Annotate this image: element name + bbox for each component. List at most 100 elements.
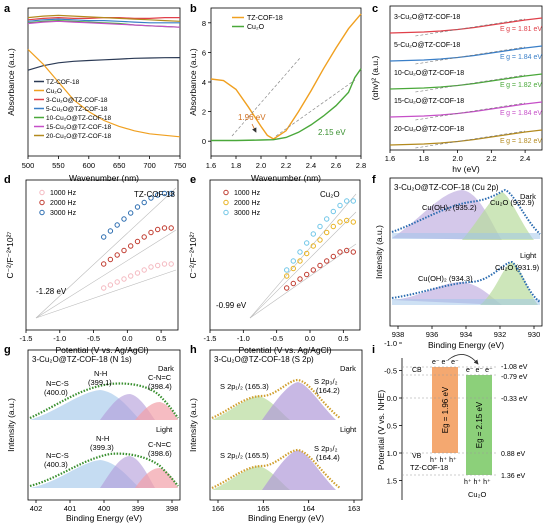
- d-point-2-0: [101, 234, 107, 240]
- a-series-line-1: [27, 48, 181, 138]
- e-point-0-2: [297, 276, 303, 282]
- g-dark-curve: [29, 382, 179, 419]
- h-dark-p2: S 2p₃/₂: [314, 377, 338, 386]
- d-point-2-1: [107, 228, 114, 234]
- panel-i: i -1.0 -0.5 0.0 0.5 1.0 1.5 Potential (V vs. …: [372, 339, 528, 500]
- e-point-2-0: [284, 267, 290, 273]
- annot-099: -0.99 eV: [216, 301, 247, 310]
- b-xtick-label-6: 2.8: [356, 161, 366, 170]
- panel-label-a: a: [4, 3, 11, 15]
- b-ytick-label-3: 6: [202, 48, 206, 57]
- f-light-peak-1: Cu(OH)₂ (934.3): [418, 274, 473, 283]
- g-light-p1v: (400.3): [44, 460, 68, 469]
- panel-e: e -1.5 -1.0 -0.5 0.0 0.5 1000 Hz 2000 Hz 3000 …: [188, 174, 361, 355]
- panel-c-frame: [389, 5, 543, 151]
- g-xtick-label-1: 401: [64, 504, 77, 513]
- holes-right: h⁺ h⁺ h⁺: [464, 479, 491, 486]
- panel-f-title: 3-Cu₂O@TZ-COF-18 (Cu 2p): [394, 183, 499, 192]
- c-eg-0: E g = 1.81 eV: [500, 26, 542, 33]
- arrow-196: [251, 123, 257, 133]
- panel-d-ylabel: C⁻²/F⁻²*10²⁷: [5, 232, 15, 279]
- c-series-name-2: 10-Cu₂O@TZ-COF-18: [394, 70, 464, 77]
- e-point-0-7: [330, 253, 336, 260]
- g-dark-p1: N=C-S: [46, 379, 69, 388]
- c-eg-1: E g = 1.84 eV: [500, 54, 542, 61]
- c-eg-2: E g = 1.82 eV: [500, 82, 542, 89]
- e-fit-3: [249, 243, 357, 319]
- a-legend-label-3: 5-Cu₂O@TZ-COF-18: [46, 106, 108, 113]
- panel-a-series: [27, 14, 181, 138]
- level-1: -1.08 eV: [501, 364, 528, 371]
- d-point-2-10: [168, 190, 174, 197]
- panel-label-g: g: [4, 344, 11, 356]
- b-xtick-label-4: 2.4: [306, 161, 316, 170]
- panel-label-e: e: [190, 174, 196, 186]
- tangent-line-1: [231, 57, 301, 137]
- e-point-1-9: [344, 217, 350, 224]
- d-point-1-7: [148, 229, 154, 236]
- h-xtick-label-2: 164: [302, 504, 315, 513]
- e-xtick-label-2: -0.5: [270, 334, 283, 343]
- h-light-curve: [211, 448, 341, 490]
- d-point-0-4: [128, 273, 134, 279]
- d-legend-label-0: 1000 Hz: [50, 190, 77, 197]
- band-cu2o: [466, 375, 492, 475]
- c-xtick-label-1: 1.8: [419, 154, 429, 163]
- b-series-line-0: [210, 13, 362, 140]
- g-light-curve: [29, 452, 179, 488]
- annot-128: -1.28 eV: [36, 287, 67, 296]
- b-xtick-label-3: 2.2: [281, 161, 291, 170]
- e-point-2-5: [317, 223, 323, 230]
- c-xtick-label-3: 2.2: [486, 154, 496, 163]
- e-point-1-10: [350, 219, 356, 225]
- e-xtick-label-3: 0.0: [305, 334, 315, 343]
- h-dark-p2v: (164.2): [316, 386, 340, 395]
- a-xtick-label-0: 500: [22, 161, 35, 170]
- i-ytick-label-3: 0.5: [387, 422, 397, 431]
- c-series-line-4: [389, 129, 543, 146]
- a-series-line-6: [27, 14, 181, 22]
- e-legend-label-1: 2000 Hz: [234, 200, 261, 207]
- b-xtick-label-5: 2.6: [331, 161, 341, 170]
- g-xtick-label-3: 399: [132, 504, 145, 513]
- panel-b-xticks: 1.6 1.8 2.0 2.2 2.4 2.6 2.8: [206, 156, 366, 170]
- panel-e-legend: 1000 Hz 2000 Hz 3000 Hz: [223, 189, 261, 217]
- panel-label-i: i: [372, 344, 375, 356]
- panel-label-c: c: [372, 3, 378, 15]
- panel-h: h 3-Cu₂O@TZ-COF-18 (S 2p) Dark Light S 2…: [188, 344, 363, 523]
- panel-g: g 3-Cu₂O@TZ-COF-18 (N 1s) Dark Light N=C…: [4, 344, 181, 523]
- panel-c-ylabel: (αhv)² (a.u.): [370, 56, 380, 101]
- h-xtick-label-0: 166: [212, 504, 225, 513]
- f-xtick-label-3: 932: [494, 330, 507, 339]
- g-dark-p3: C-N=C: [148, 373, 172, 382]
- a-series-line-0: [27, 57, 181, 71]
- e-point-1-8: [337, 219, 343, 225]
- g-light-p2: N-H: [96, 434, 109, 443]
- g-xtick-label-0: 402: [30, 504, 43, 513]
- e-point-1-2: [297, 258, 303, 264]
- panel-h-xticks: 166 165 164 163: [212, 500, 360, 513]
- a-xtick-label-5: 750: [174, 161, 187, 170]
- a-xtick-label-3: 650: [113, 161, 126, 170]
- c-tangent-0: [415, 18, 526, 37]
- d-point-2-8: [155, 192, 161, 198]
- panel-b-xlabel: Wavenumber (nm): [251, 173, 321, 183]
- c-eg-4: E g = 1.82 eV: [500, 138, 542, 145]
- d-point-1-5: [134, 238, 141, 245]
- d-point-0-7: [148, 264, 154, 270]
- c-tangent-1: [415, 46, 526, 65]
- b-legend-label-0: TZ-COF-18: [247, 15, 283, 22]
- band-tzcof: [432, 367, 458, 453]
- annot-215: 2.15 eV: [318, 128, 346, 137]
- e-xtick-label-0: -1.5: [204, 334, 217, 343]
- e-point-0-10: [350, 249, 356, 255]
- g-light-p2v: (399.3): [90, 443, 114, 452]
- e-point-0-0: [284, 285, 290, 291]
- h-light-p2: S 2p₃/₂: [314, 444, 338, 453]
- e-point-1-6: [324, 229, 330, 236]
- panel-d-frame: [25, 179, 179, 331]
- c-tangent-4: [415, 130, 526, 149]
- panel-g-xticks: 402 401 400 399 398: [30, 500, 178, 513]
- f-xtick-label-0: 938: [392, 330, 405, 339]
- e-point-0-9: [344, 247, 350, 254]
